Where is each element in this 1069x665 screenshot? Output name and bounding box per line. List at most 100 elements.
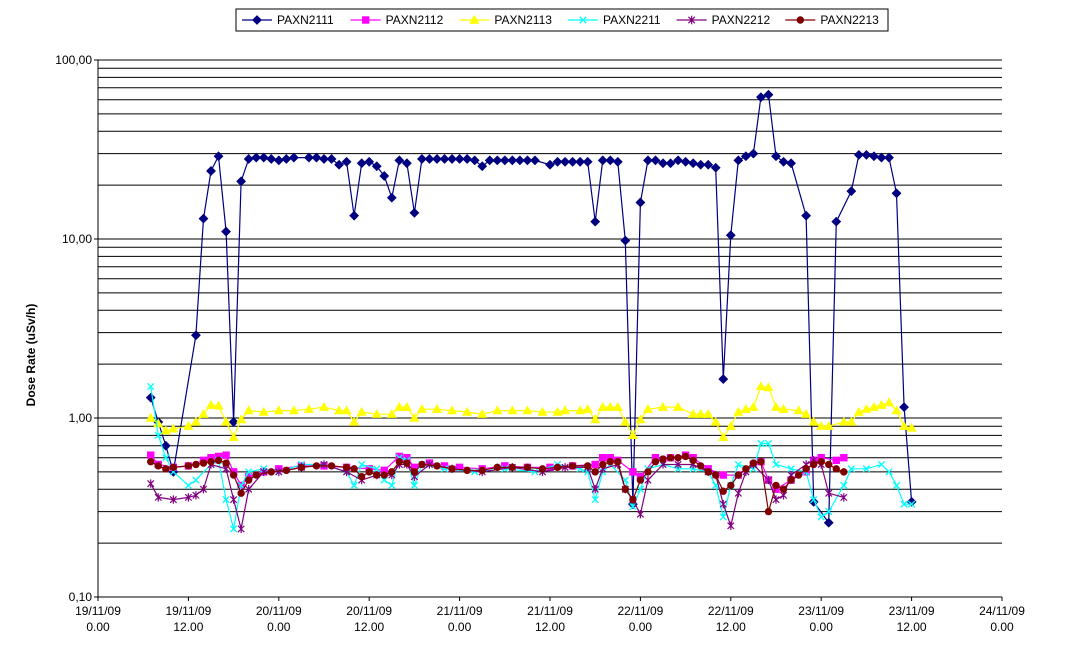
data-point-PAXN2111 [703, 159, 714, 170]
data-point-PAXN2111 [439, 154, 450, 164]
x-tick-label-date: 22/11/09 [617, 604, 663, 618]
data-point-PAXN2111 [477, 161, 488, 172]
data-point-PAXN2113 [725, 420, 736, 430]
data-point-PAXN2111 [643, 155, 653, 166]
data-point-PAXN2111 [507, 155, 518, 166]
data-point-PAXN2213 [674, 454, 682, 462]
data-point-PAXN2213 [727, 481, 735, 490]
data-point-PAXN2213 [817, 457, 825, 466]
data-point-PAXN2113 [145, 412, 156, 422]
x-tick-label-time: 0.00 [990, 620, 1014, 634]
y-tick-label: 0,10 [69, 590, 93, 604]
data-point-PAXN2213 [599, 460, 607, 469]
data-point-PAXN2111 [514, 155, 525, 166]
data-point-PAXN2213 [252, 471, 260, 479]
data-point-PAXN2111 [288, 152, 299, 163]
data-point-PAXN2212 [764, 475, 773, 485]
data-point-PAXN2213 [832, 465, 840, 473]
data-point-PAXN2213 [244, 476, 253, 484]
data-point-PAXN2211 [787, 465, 795, 473]
data-point-PAXN2113 [770, 401, 782, 411]
data-point-PAXN2113 [371, 408, 382, 418]
data-point-PAXN2111 [861, 149, 872, 160]
data-point-PAXN2211 [245, 468, 253, 476]
data-point-PAXN2113 [236, 414, 247, 424]
legend-marker-PAXN2112 [361, 16, 370, 24]
data-point-PAXN2212 [229, 495, 238, 504]
data-point-PAXN2111 [582, 156, 593, 167]
data-point-PAXN2113 [243, 405, 254, 415]
data-point-PAXN2213 [342, 463, 351, 472]
data-point-PAXN2112 [719, 471, 727, 479]
data-point-PAXN2113 [853, 406, 864, 416]
data-point-PAXN2113 [341, 405, 352, 415]
data-point-PAXN2211 [229, 525, 238, 533]
data-point-PAXN2213 [757, 457, 765, 466]
data-point-PAXN2113 [447, 405, 458, 415]
data-point-PAXN2213 [282, 466, 291, 475]
x-tick-label-date: 21/11/09 [527, 604, 573, 618]
data-point-PAXN2113 [763, 382, 774, 392]
data-point-PAXN2113 [258, 406, 269, 416]
data-point-PAXN2113 [160, 425, 171, 435]
data-point-PAXN2213 [373, 471, 381, 479]
data-point-PAXN2212 [169, 495, 177, 504]
data-point-PAXN2211 [817, 513, 825, 521]
data-point-PAXN2111 [319, 154, 329, 164]
data-point-PAXN2213 [696, 462, 705, 470]
data-point-PAXN2213 [418, 460, 426, 469]
x-tick-label-time: 12.00 [897, 620, 927, 634]
data-point-PAXN2211 [847, 465, 855, 473]
data-point-PAXN2111 [680, 156, 691, 167]
data-point-PAXN2212 [199, 485, 208, 494]
data-point-PAXN2111 [145, 392, 156, 403]
data-point-PAXN2211 [591, 495, 599, 504]
data-point-PAXN2113 [740, 403, 751, 413]
data-point-PAXN2213 [802, 465, 810, 473]
data-point-PAXN2111 [522, 155, 533, 166]
data-point-PAXN2111 [876, 152, 887, 163]
data-point-PAXN2113 [876, 399, 887, 409]
data-point-PAXN2212 [561, 463, 569, 472]
data-point-PAXN2111 [160, 440, 171, 451]
data-point-PAXN2211 [410, 481, 419, 490]
data-point-PAXN2212 [825, 489, 833, 498]
legend-box [235, 8, 889, 32]
x-tick-labels: 19/11/09 0.00 19/11/09 12.00 20/11/09 0.00 20/… [75, 597, 1025, 634]
legend-label-PAXN2112: PAXN2112 [386, 13, 444, 27]
data-point-PAXN2113 [288, 405, 299, 415]
data-point-PAXN2211 [772, 460, 780, 469]
data-point-PAXN2113 [228, 432, 239, 442]
x-tick-label-date: 19/11/09 [75, 604, 121, 618]
x-tick-label-time: 12.00 [354, 620, 384, 634]
data-point-PAXN2113 [846, 416, 857, 426]
data-point-PAXN2211 [531, 468, 539, 476]
data-point-PAXN2212 [636, 510, 645, 519]
data-point-PAXN2111 [831, 216, 842, 227]
data-point-PAXN2211 [162, 454, 170, 462]
data-point-PAXN2111 [326, 154, 337, 164]
data-point-PAXN2113 [883, 397, 895, 407]
data-point-PAXN2111 [756, 92, 766, 103]
data-point-PAXN2112 [832, 456, 840, 465]
data-point-PAXN2113 [205, 399, 217, 409]
data-point-PAXN2111 [695, 159, 706, 170]
data-point-PAXN2113 [213, 400, 224, 410]
data-point-PAXN2113 [688, 408, 699, 418]
data-point-PAXN2113 [808, 416, 819, 426]
data-point-PAXN2211 [222, 495, 230, 504]
data-point-PAXN2111 [401, 158, 412, 169]
data-point-PAXN2113 [620, 416, 631, 426]
data-point-PAXN2111 [484, 155, 495, 166]
legend-marker-PAXN2211 [579, 16, 587, 24]
y-tick-label: 1,00 [69, 411, 93, 425]
legend-marker-PAXN2111 [252, 15, 262, 25]
data-point-PAXN2113 [823, 420, 834, 430]
data-point-PAXN2111 [462, 154, 473, 164]
x-tick-label-time: 12.00 [716, 620, 746, 634]
legend-marker-PAXN2213 [796, 16, 805, 24]
data-point-PAXN2213 [591, 468, 599, 476]
x-tick-label-time: 0.00 [629, 620, 653, 634]
data-point-PAXN2211 [373, 465, 381, 473]
